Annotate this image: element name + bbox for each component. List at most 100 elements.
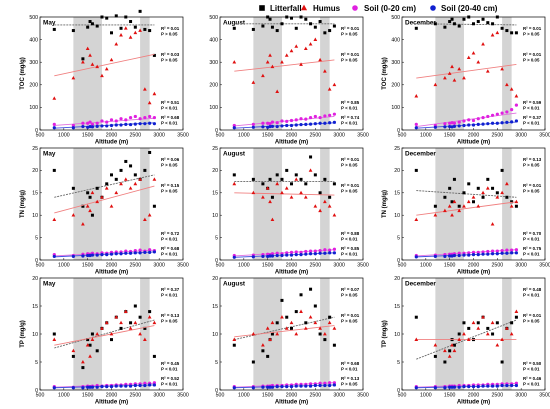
data-point	[504, 181, 509, 186]
x-tick-label: 2000	[286, 133, 298, 139]
data-point	[322, 331, 327, 336]
data-point	[472, 200, 475, 204]
data-point	[476, 250, 480, 254]
data-point	[500, 168, 504, 172]
y-tick-label: 15	[394, 191, 400, 197]
data-point	[514, 315, 518, 319]
y-tick-label: 400	[29, 37, 38, 43]
fit-line	[416, 385, 517, 389]
month-label: May	[43, 20, 56, 27]
data-point	[90, 253, 95, 257]
data-point	[261, 385, 265, 389]
series-1: R² = 0.01P > 0.05	[232, 309, 360, 347]
data-point	[476, 122, 480, 126]
x-tick-label: 2000	[286, 393, 298, 399]
data-point	[90, 122, 95, 126]
fit-stat: P < 0.01	[341, 367, 358, 372]
data-point	[514, 381, 519, 385]
data-point	[95, 24, 99, 28]
altitude-band	[73, 17, 102, 130]
data-point	[471, 320, 476, 325]
data-point	[128, 122, 133, 127]
data-point	[114, 384, 118, 388]
data-point	[294, 173, 298, 177]
series-3: R² = 0.52P < 0.01	[52, 376, 180, 390]
data-point	[476, 253, 480, 257]
data-point	[450, 64, 454, 69]
data-point	[100, 195, 104, 199]
fit-stat: R² = 0.01	[523, 313, 542, 318]
data-point	[332, 383, 336, 387]
legend-entry: Humus	[300, 4, 341, 13]
y-tick-label: 0	[397, 128, 400, 134]
data-point	[327, 320, 332, 325]
data-point	[138, 383, 142, 388]
data-point	[294, 44, 299, 48]
altitude-band	[140, 148, 150, 260]
data-point	[289, 123, 294, 128]
x-tick-label: 3500	[177, 393, 189, 399]
x-tick-label: 2500	[492, 133, 504, 139]
month-label: May	[43, 151, 56, 158]
y-tick-label: 20	[32, 168, 38, 174]
data-point	[514, 251, 519, 255]
data-point	[100, 119, 104, 123]
data-point	[270, 320, 275, 325]
data-point	[251, 360, 255, 364]
data-point	[313, 383, 317, 388]
data-point	[318, 20, 322, 24]
data-point	[510, 383, 514, 388]
fit-stat: P > 0.05	[341, 32, 358, 37]
data-point	[88, 53, 92, 57]
data-point	[332, 251, 336, 255]
data-point	[261, 195, 265, 199]
x-tick-label: 3500	[177, 263, 189, 269]
data-point	[110, 31, 113, 35]
data-point	[323, 381, 327, 385]
data-point	[332, 381, 336, 385]
data-point	[52, 217, 57, 222]
data-point	[52, 96, 57, 100]
data-point	[299, 117, 303, 121]
data-point	[128, 326, 133, 330]
data-point	[490, 384, 495, 388]
data-point	[467, 253, 471, 257]
data-point	[457, 253, 461, 258]
data-point	[414, 26, 418, 30]
data-point	[71, 75, 76, 80]
data-point	[148, 248, 152, 252]
data-point	[261, 24, 265, 28]
data-point	[285, 251, 289, 255]
data-point	[328, 251, 332, 255]
fit-stat: P > 0.05	[341, 293, 358, 298]
fit-stat: P > 0.05	[341, 58, 358, 63]
legend-marker	[259, 5, 265, 11]
data-point	[457, 251, 461, 255]
series-2: R² = 0.70P < 0.01	[414, 231, 542, 258]
y-tick-label: 15	[212, 304, 218, 310]
x-tick-label: 3500	[177, 133, 189, 139]
data-point	[448, 254, 452, 258]
data-point	[124, 122, 128, 126]
data-point	[510, 321, 514, 325]
data-point	[504, 326, 509, 330]
data-point	[308, 42, 313, 46]
fit-stat: R² = 0.85	[341, 246, 360, 251]
data-point	[308, 384, 313, 388]
data-point	[268, 53, 272, 57]
data-point	[514, 103, 519, 107]
data-point	[323, 177, 327, 181]
series-0: R² = 0.01P > 0.05	[232, 15, 360, 37]
data-point	[138, 315, 142, 319]
data-point	[318, 251, 322, 255]
data-point	[81, 359, 85, 364]
data-point	[289, 320, 294, 325]
x-tick-label: 2500	[130, 133, 142, 139]
x-tick-label: 3500	[539, 393, 550, 399]
data-point	[304, 182, 308, 186]
data-point	[328, 315, 332, 319]
data-point	[270, 332, 274, 336]
altitude-band	[320, 148, 330, 260]
month-label: December	[405, 281, 436, 288]
